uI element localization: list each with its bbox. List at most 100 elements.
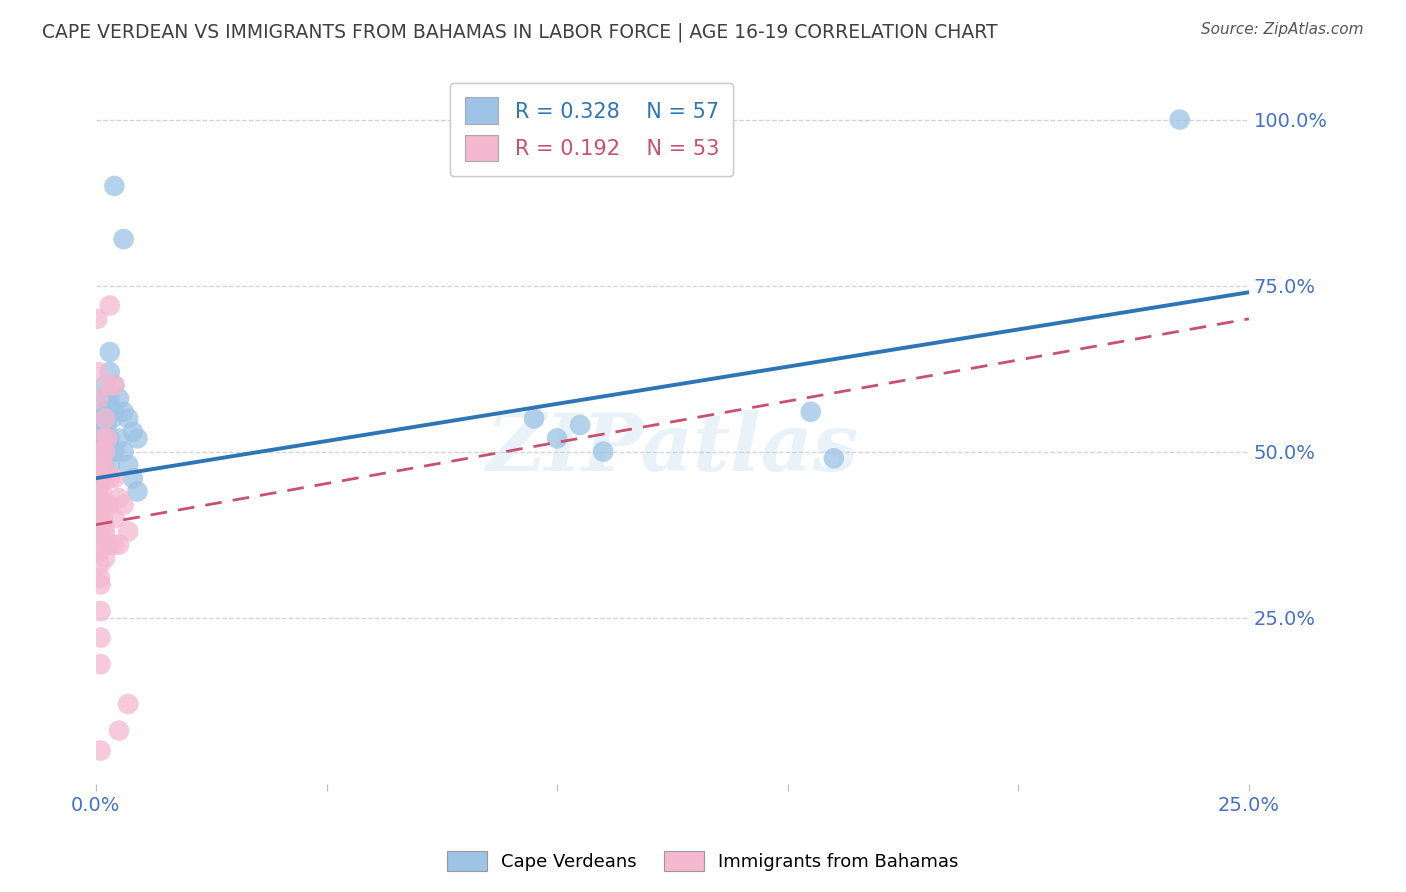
Point [90,657,112,672]
Point [103,471,125,485]
Point [98,299,121,313]
Point [569,418,592,433]
Point [91,392,114,406]
Point [87,365,110,379]
Point [127,484,149,499]
Point [103,538,125,552]
Point [87,392,110,406]
Point [592,444,614,458]
Point [89,544,111,558]
Point [94,431,117,445]
Point [90,484,112,499]
Point [90,491,112,505]
Point [89,444,111,458]
Point [87,465,110,479]
Text: CAPE VERDEAN VS IMMIGRANTS FROM BAHAMAS IN LABOR FORCE | AGE 16-19 CORRELATION C: CAPE VERDEAN VS IMMIGRANTS FROM BAHAMAS … [42,22,998,42]
Legend: R = 0.328    N = 57, R = 0.192    N = 53: R = 0.328 N = 57, R = 0.192 N = 53 [450,83,734,176]
Point [94,471,117,485]
Point [87,465,110,479]
Point [91,431,114,445]
Point [90,471,112,485]
Point [108,723,131,738]
Point [127,431,149,445]
Point [94,411,117,425]
Point [90,511,112,525]
Point [86,311,108,326]
Point [91,418,114,433]
Point [101,411,124,425]
Point [89,558,111,572]
Point [96,431,118,445]
Point [1168,112,1191,127]
Point [103,179,125,194]
Point [93,411,115,425]
Point [112,232,135,246]
Point [112,444,135,458]
Point [90,438,112,452]
Point [91,511,114,525]
Point [94,498,117,512]
Point [90,538,112,552]
Point [90,478,112,492]
Point [90,444,112,458]
Point [103,511,125,525]
Point [94,378,117,392]
Point [94,392,117,406]
Point [103,378,125,392]
Point [94,405,117,419]
Point [89,458,111,472]
Point [108,392,131,406]
Point [87,451,110,466]
Point [91,444,114,458]
Point [87,478,110,492]
Point [98,431,121,445]
Point [103,378,125,392]
Point [87,444,110,458]
Point [112,498,135,512]
Point [87,491,110,505]
Point [89,431,111,445]
Point [98,345,121,359]
Point [98,471,121,485]
Point [823,451,845,466]
Point [90,631,112,645]
Point [96,444,118,458]
Point [108,431,131,445]
Point [90,411,112,425]
Point [108,538,131,552]
Point [90,425,112,439]
Point [117,411,139,425]
Text: Source: ZipAtlas.com: Source: ZipAtlas.com [1201,22,1364,37]
Point [90,458,112,472]
Point [90,524,112,539]
Point [89,571,111,585]
Point [91,458,114,472]
Point [91,431,114,445]
Point [91,524,114,539]
Point [89,531,111,545]
Point [98,458,121,472]
Point [90,577,112,591]
Legend: Cape Verdeans, Immigrants from Bahamas: Cape Verdeans, Immigrants from Bahamas [440,844,966,879]
Point [98,538,121,552]
Point [112,405,135,419]
Point [523,411,546,425]
Point [90,471,112,485]
Point [91,498,114,512]
Point [117,524,139,539]
Point [98,365,121,379]
Point [103,405,125,419]
Point [90,471,112,485]
Point [90,743,112,757]
Point [121,425,143,439]
Point [546,431,568,445]
Point [117,458,139,472]
Point [96,418,118,433]
Point [94,524,117,539]
Point [89,471,111,485]
Point [89,504,111,518]
Point [91,444,114,458]
Point [94,444,117,458]
Point [800,405,823,419]
Point [90,604,112,618]
